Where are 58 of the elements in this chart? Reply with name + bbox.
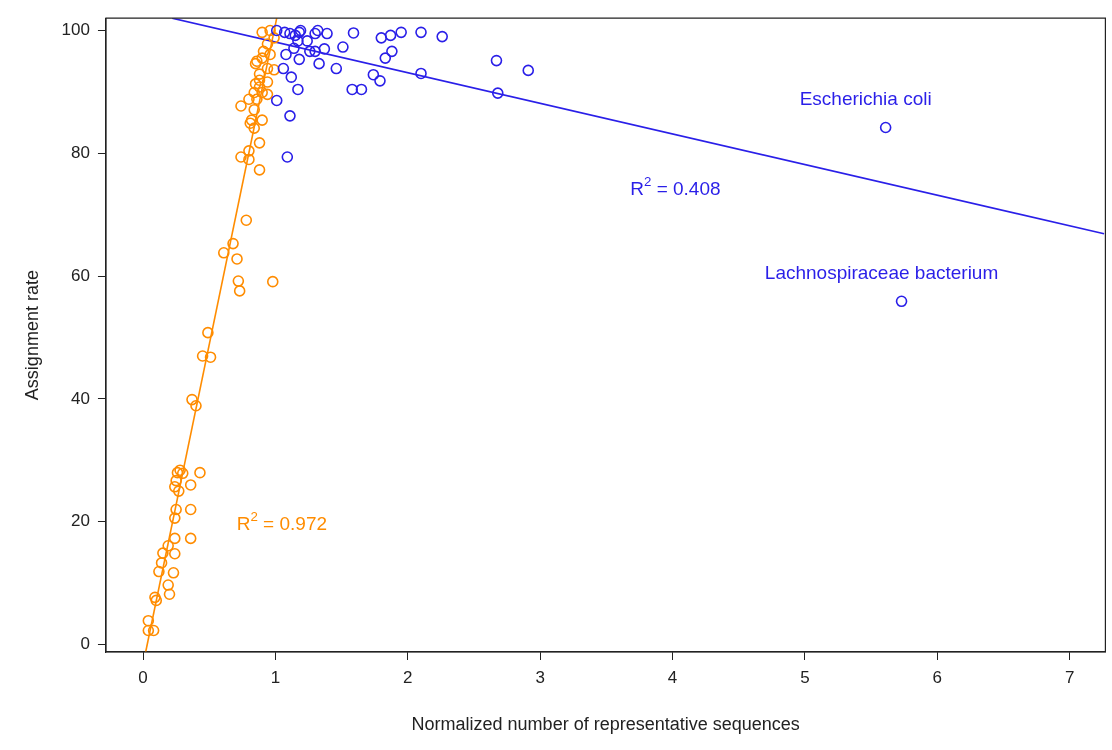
- point: [337, 41, 349, 53]
- y-axis-title: Assignment rate: [21, 270, 42, 401]
- point: [321, 27, 333, 40]
- point: [384, 29, 397, 42]
- point: [347, 27, 360, 39]
- point: [355, 83, 368, 96]
- point: [278, 26, 291, 39]
- point: [436, 30, 448, 43]
- point: [301, 35, 313, 47]
- point: [284, 110, 296, 122]
- point: [284, 27, 296, 40]
- point: [304, 45, 316, 58]
- x-tick-label: 0: [138, 667, 148, 687]
- point: [490, 54, 503, 67]
- point: [280, 48, 292, 61]
- point: [318, 43, 331, 55]
- point: [367, 68, 380, 81]
- point: [293, 53, 306, 66]
- annotation: Escherichia coli: [799, 87, 932, 109]
- point: [386, 45, 398, 58]
- x-tick-label: 6: [932, 667, 943, 687]
- point: [288, 42, 300, 55]
- point: [379, 52, 392, 64]
- point: [879, 121, 892, 134]
- x-tick-label: 4: [667, 667, 678, 687]
- point: [277, 62, 290, 75]
- point: [895, 295, 908, 308]
- x-axis-title: Normalized number of representative sequences: [411, 714, 800, 735]
- point: [330, 62, 343, 75]
- point: [375, 32, 388, 44]
- point: [346, 83, 358, 96]
- point: [374, 75, 386, 87]
- point: [492, 87, 504, 99]
- y-tick-label: 40: [71, 388, 90, 408]
- x-tick-label: 3: [535, 667, 545, 687]
- point: [292, 83, 304, 96]
- point: [292, 35, 304, 47]
- y-tick-label: 0: [80, 634, 90, 654]
- annotation: Lachnospiraceae bacterium: [764, 261, 999, 283]
- point: [395, 26, 407, 39]
- x-tick-label: 7: [1064, 667, 1075, 687]
- point: [309, 45, 321, 58]
- x-tick-label: 5: [800, 667, 810, 687]
- x-tick-label: 1: [270, 667, 281, 687]
- y-tick-label: 60: [71, 265, 90, 285]
- x-tick-label: 2: [403, 667, 413, 687]
- point: [415, 26, 427, 39]
- point: [289, 29, 302, 42]
- point: [415, 67, 427, 80]
- y-tick-label: 80: [71, 143, 90, 162]
- y-tick-label: 100: [61, 20, 90, 40]
- point: [270, 94, 283, 107]
- point: [270, 24, 283, 37]
- point: [313, 57, 325, 70]
- point: [281, 151, 294, 163]
- point: [522, 64, 535, 77]
- y-tick-label: 20: [71, 511, 90, 531]
- point: [285, 71, 298, 83]
